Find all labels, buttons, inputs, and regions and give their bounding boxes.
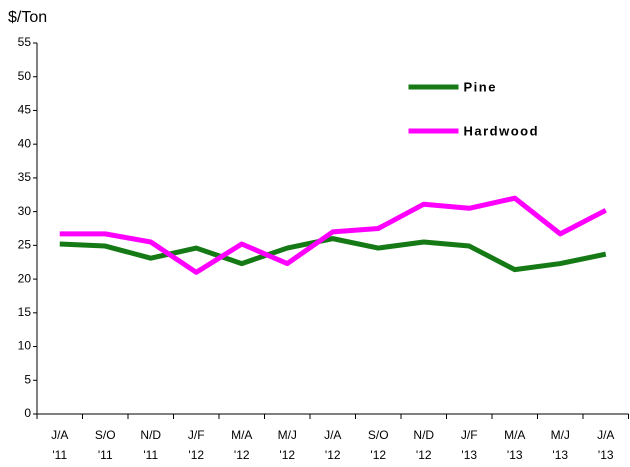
x-tick-label: N/D '12 bbox=[413, 428, 434, 462]
y-tick-label: 10 bbox=[18, 339, 32, 353]
y-tick-label: 5 bbox=[24, 372, 31, 386]
y-tick-label: 30 bbox=[18, 204, 32, 218]
y-tick-label: 20 bbox=[18, 271, 32, 285]
x-tick-label: S/O '11 bbox=[95, 428, 116, 462]
y-axis-title: $/Ton bbox=[8, 9, 47, 26]
x-tick-label: M/J '13 bbox=[551, 428, 570, 462]
x-tick-label: J/A '12 bbox=[324, 428, 341, 462]
legend-label: Hardwood bbox=[464, 123, 540, 138]
x-tick-label: N/D '11 bbox=[140, 428, 161, 462]
y-tick-label: 50 bbox=[18, 69, 32, 83]
y-tick-label: 25 bbox=[18, 238, 32, 252]
y-tick-label: 45 bbox=[18, 103, 32, 117]
y-tick-label: 35 bbox=[18, 170, 32, 184]
x-tick-label: J/A '13 bbox=[597, 428, 614, 462]
y-tick-label: 40 bbox=[18, 136, 32, 150]
legend-label: Pine bbox=[464, 79, 497, 94]
x-tick-label: J/A '11 bbox=[51, 428, 68, 462]
series-line bbox=[59, 236, 607, 273]
series-line bbox=[59, 195, 607, 275]
x-tick-label: S/O '12 bbox=[368, 428, 389, 462]
y-tick-label: 55 bbox=[18, 35, 32, 49]
x-tick-label: J/F '13 bbox=[461, 428, 478, 462]
x-tick-label: J/F '12 bbox=[188, 428, 205, 462]
y-tick-label: 0 bbox=[24, 406, 31, 420]
x-tick-label: M/A '13 bbox=[504, 428, 525, 462]
y-tick-label: 15 bbox=[18, 305, 32, 319]
x-tick-label: M/J '12 bbox=[278, 428, 297, 462]
x-tick-label: M/A '12 bbox=[231, 428, 252, 462]
